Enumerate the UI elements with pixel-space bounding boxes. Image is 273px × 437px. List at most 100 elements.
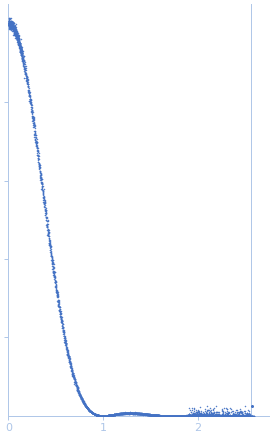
- Point: [187, 412, 192, 419]
- Point: [149, 412, 154, 419]
- Point: [107, 412, 111, 419]
- Point: [141, 411, 145, 418]
- Point: [98, 412, 102, 419]
- Point: [198, 410, 202, 417]
- Point: [16, 36, 20, 43]
- Point: [177, 413, 181, 420]
- Point: [99, 412, 103, 419]
- Point: [93, 411, 97, 418]
- Point: [226, 409, 231, 416]
- Point: [217, 412, 222, 419]
- Point: [224, 412, 228, 419]
- Point: [67, 356, 71, 363]
- Point: [13, 28, 17, 35]
- Point: [34, 139, 38, 146]
- Point: [207, 412, 212, 419]
- Point: [18, 45, 22, 52]
- Point: [31, 115, 35, 122]
- Point: [193, 412, 197, 419]
- Point: [36, 147, 40, 154]
- Point: [70, 366, 74, 373]
- Point: [126, 410, 131, 417]
- Point: [82, 399, 86, 406]
- Point: [108, 412, 112, 419]
- Point: [112, 411, 116, 418]
- Point: [214, 412, 219, 419]
- Point: [33, 130, 37, 137]
- Point: [35, 153, 40, 160]
- Point: [70, 366, 74, 373]
- Point: [211, 412, 215, 419]
- Point: [32, 132, 37, 139]
- Point: [89, 408, 93, 415]
- Point: [180, 412, 184, 419]
- Point: [79, 393, 83, 400]
- Point: [11, 23, 15, 30]
- Point: [66, 350, 70, 357]
- Point: [48, 243, 52, 250]
- Point: [85, 405, 89, 412]
- Point: [226, 413, 230, 420]
- Point: [16, 33, 20, 40]
- Point: [10, 23, 15, 30]
- Point: [230, 413, 234, 420]
- Point: [161, 412, 165, 419]
- Point: [142, 410, 146, 417]
- Point: [198, 412, 203, 419]
- Point: [183, 412, 188, 419]
- Point: [66, 354, 70, 361]
- Point: [211, 412, 215, 419]
- Point: [148, 411, 152, 418]
- Point: [213, 412, 217, 419]
- Point: [7, 21, 11, 28]
- Point: [224, 412, 228, 419]
- Point: [221, 412, 225, 419]
- Point: [193, 413, 198, 420]
- Point: [45, 214, 49, 221]
- Point: [223, 412, 228, 419]
- Point: [112, 411, 116, 418]
- Point: [162, 412, 166, 419]
- Point: [68, 364, 72, 371]
- Point: [91, 409, 95, 416]
- Point: [193, 412, 198, 419]
- Point: [201, 412, 206, 419]
- Point: [193, 413, 197, 420]
- Point: [8, 20, 13, 27]
- Point: [217, 413, 221, 420]
- Point: [13, 24, 17, 31]
- Point: [74, 381, 78, 388]
- Point: [6, 20, 11, 27]
- Point: [91, 410, 96, 417]
- Point: [226, 413, 231, 420]
- Point: [216, 413, 221, 420]
- Point: [14, 34, 19, 41]
- Point: [247, 413, 251, 420]
- Point: [240, 413, 244, 420]
- Point: [230, 413, 234, 420]
- Point: [198, 412, 203, 419]
- Point: [227, 413, 232, 420]
- Point: [171, 413, 176, 420]
- Point: [131, 409, 136, 416]
- Point: [120, 410, 124, 417]
- Point: [215, 412, 219, 419]
- Point: [75, 382, 79, 389]
- Point: [218, 412, 222, 419]
- Point: [244, 409, 249, 416]
- Point: [137, 409, 141, 416]
- Point: [35, 152, 39, 159]
- Point: [247, 410, 251, 417]
- Point: [54, 282, 58, 289]
- Point: [120, 410, 124, 417]
- Point: [111, 411, 115, 418]
- Point: [125, 409, 129, 416]
- Point: [25, 80, 29, 87]
- Point: [241, 413, 246, 420]
- Point: [114, 411, 119, 418]
- Point: [69, 361, 73, 368]
- Point: [251, 412, 255, 419]
- Point: [73, 378, 77, 385]
- Point: [240, 413, 245, 420]
- Point: [68, 359, 72, 366]
